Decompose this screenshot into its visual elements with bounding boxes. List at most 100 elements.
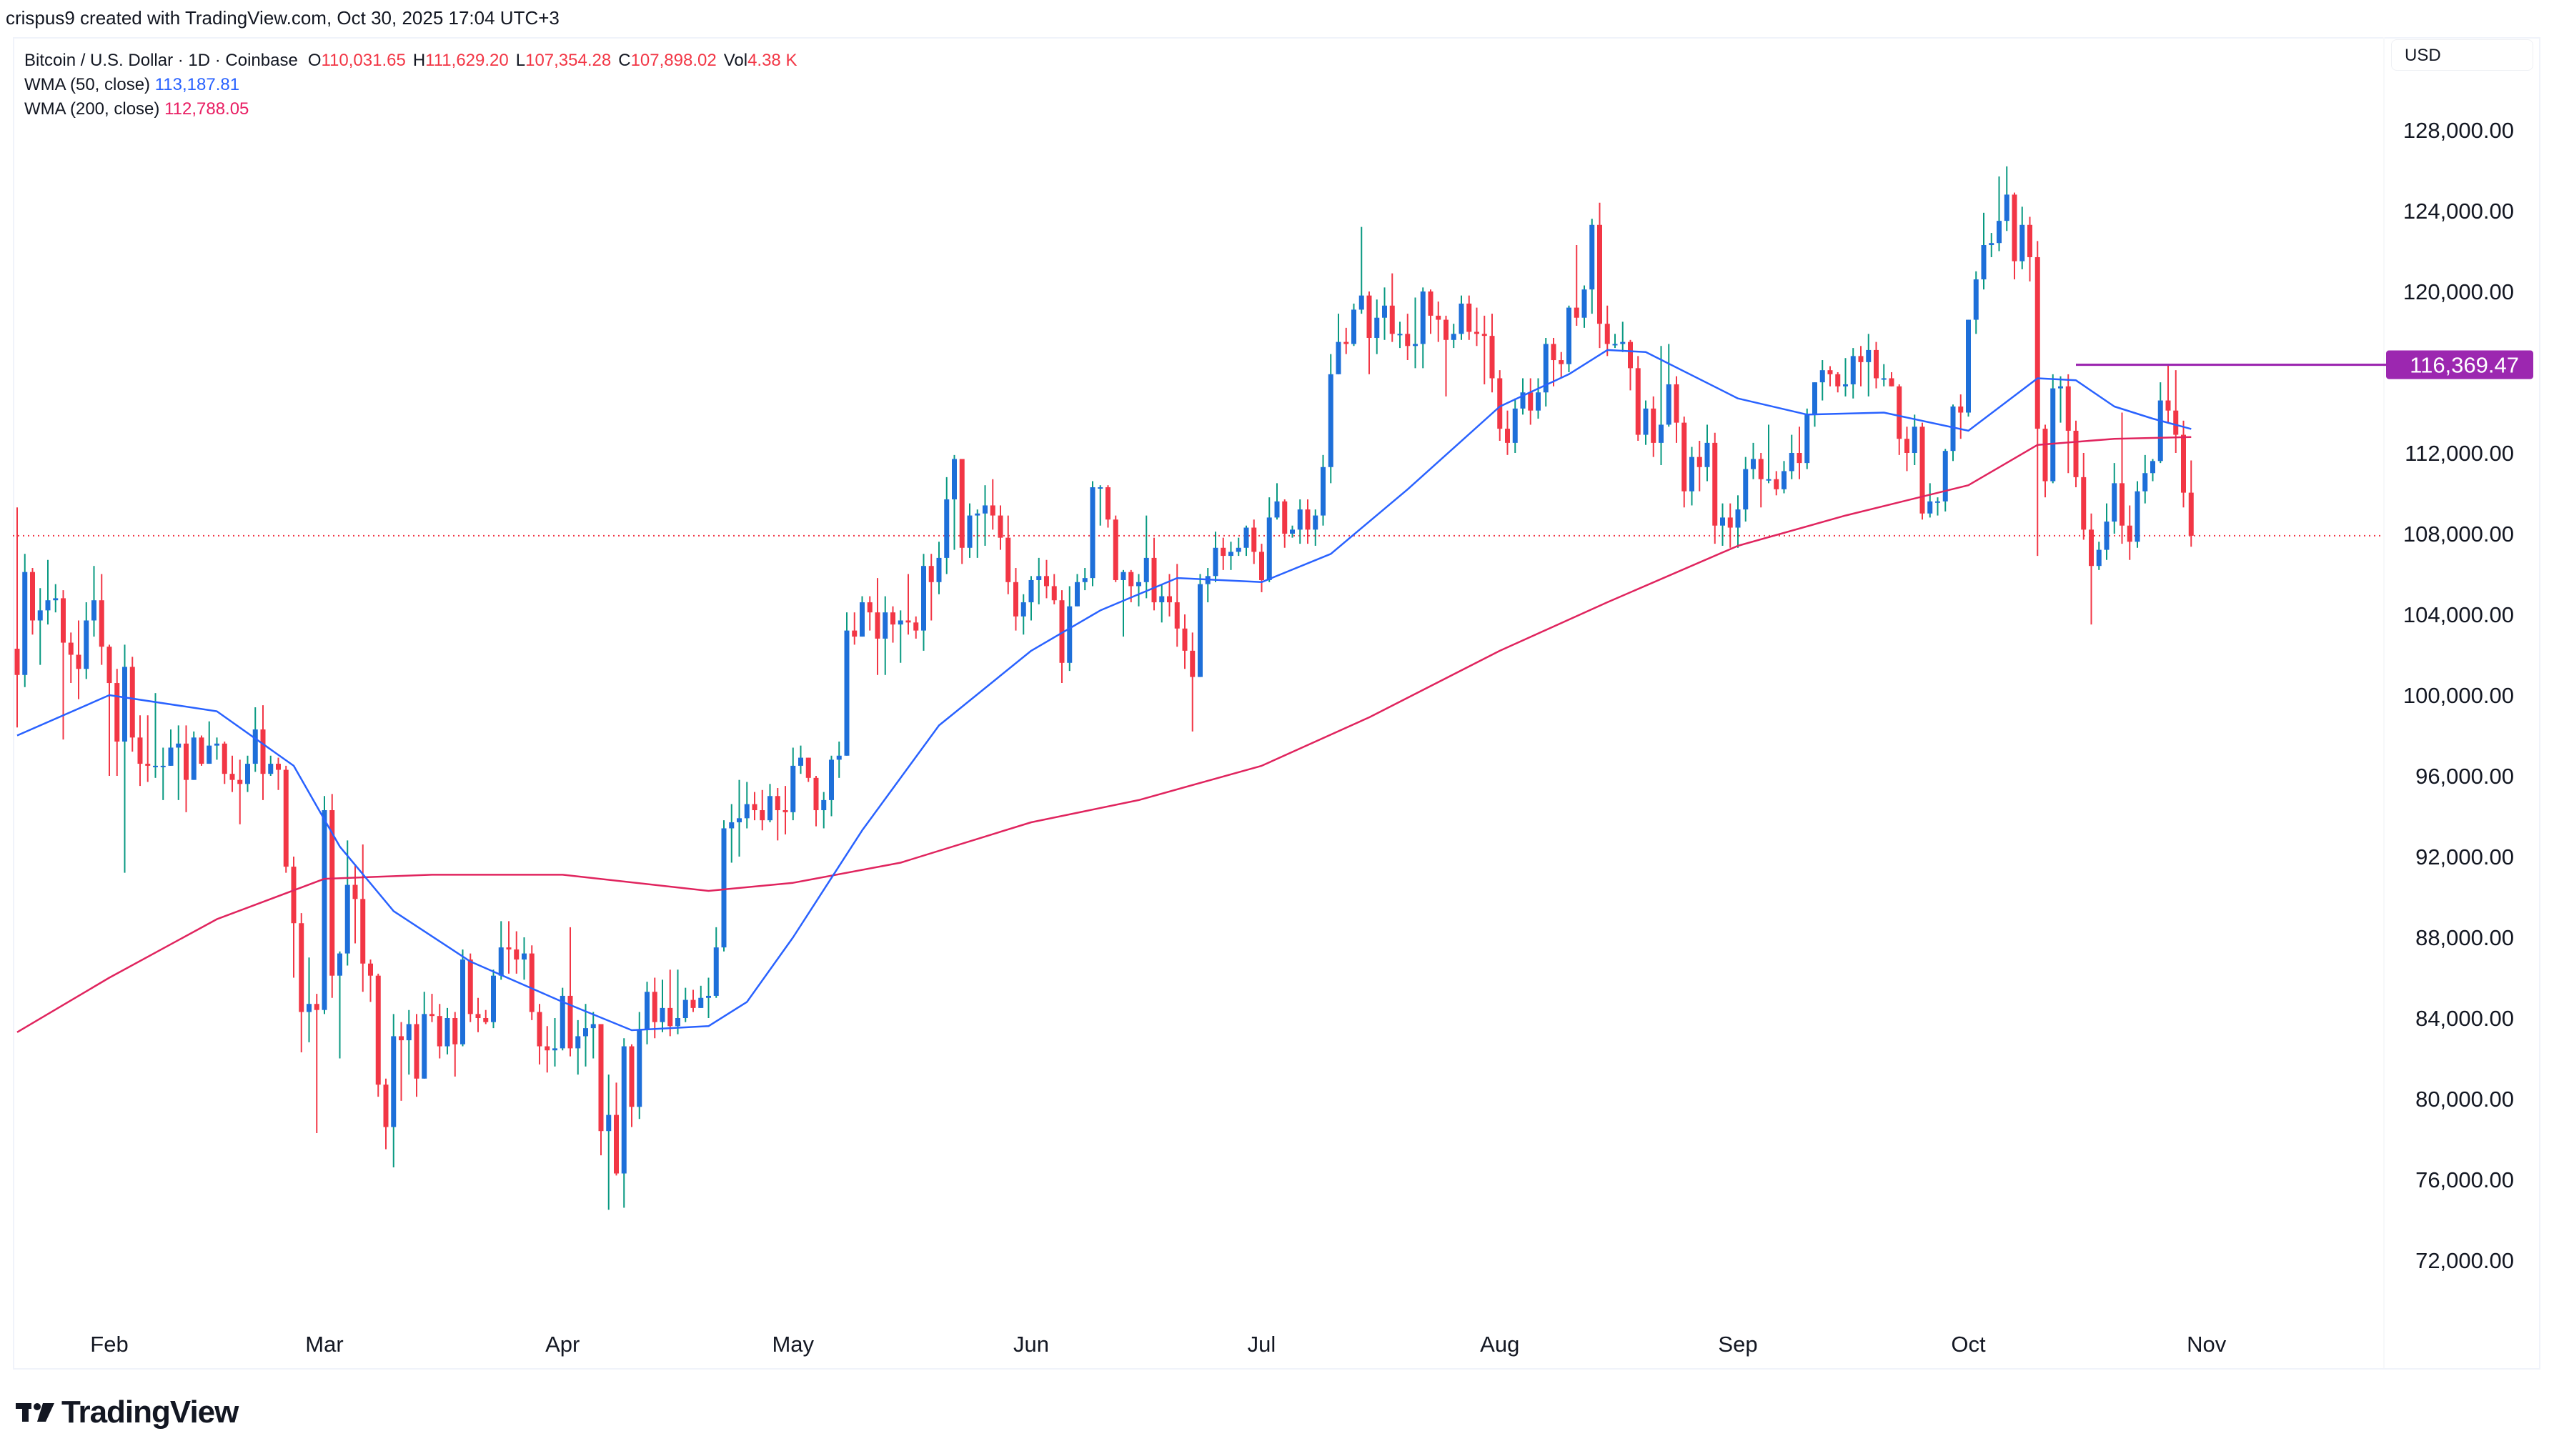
candle-up [590,1024,596,1029]
candle-down [437,1016,442,1047]
candle-up [1704,442,1710,467]
candle-down [106,647,112,684]
candle-down [690,999,696,1008]
candle-down [2120,483,2125,526]
candle-down [414,1024,419,1079]
candle-up [2104,522,2110,550]
legend-wma200-row[interactable]: WMA (200, close) 112,788.05 [24,97,797,121]
candle-up [1581,289,1587,318]
candle-down [529,953,535,1012]
candle-down [1528,392,1534,411]
candle-down [1044,576,1049,587]
candle-up [721,828,727,948]
candle-down [813,777,819,811]
candle-up [1413,344,1418,346]
candle-down [1874,349,1879,379]
candle-up [1451,334,1456,340]
candle-up [1236,547,1241,552]
x-tick-label: May [772,1332,814,1357]
candle-down [2073,430,2079,477]
candle-up [1536,392,1541,411]
candle-down [475,1014,481,1018]
candle-up [422,1014,427,1079]
price-marker-label: 116,369.47 [2410,353,2519,378]
candle-up [1512,408,1518,443]
candle-down [1128,572,1134,587]
candle-up [821,799,827,811]
tradingview-logo[interactable]: TradingView [16,1395,239,1430]
candle-down [1727,517,1733,528]
candle-up [606,1115,612,1132]
y-tick-label: 104,000.00 [2403,602,2514,627]
high-label: H [412,51,426,70]
candle-down [291,867,297,924]
y-tick-label: 100,000.00 [2403,683,2514,708]
candle-up [1981,245,1987,280]
candle-down [1481,334,1487,336]
candle-down [959,459,965,548]
candle-up [1121,572,1126,580]
candle-down [375,975,381,1085]
candle-down [545,1046,550,1051]
x-tick-label: Nov [2187,1332,2227,1357]
candle-down [875,612,880,639]
candle-down [1474,331,1479,334]
candle-down [652,992,657,1022]
candle-down [1343,341,1349,344]
candle-down [184,743,189,780]
legend-wma50-row[interactable]: WMA (50, close) 113,187.81 [24,73,797,97]
candle-up [1989,243,1994,246]
candle-up [2058,386,2063,389]
price-axis-divider [2383,37,2385,1370]
candle-down [506,947,512,949]
candle-up [744,804,750,819]
candle-down [1681,422,1687,492]
candle-down [368,963,373,976]
candle-down [1405,334,1411,346]
candle-down [1497,378,1503,429]
candle-down [760,810,765,821]
currency-selector[interactable]: USD [2391,39,2533,71]
candle-up [1973,279,1979,320]
candle-up [1866,349,1872,362]
candle-down [483,1018,489,1022]
candle-down [1051,586,1057,601]
candle-down [1635,368,1641,435]
candle-down [99,600,104,647]
candle-down [399,1036,404,1041]
candle-up [1543,344,1549,393]
candle-down [452,1018,458,1044]
candle-up [952,459,957,499]
candle-up [698,997,704,1008]
candle-up [1358,295,1364,310]
candle-down [1005,537,1011,582]
candle-down [30,572,35,621]
candle-up [967,515,973,548]
candle-down [2127,525,2132,542]
candle-down [537,1012,542,1047]
candle-up [1804,414,1810,464]
candle-up [1397,334,1403,336]
candle-up [2142,473,2148,492]
y-tick-label: 124,000.00 [2403,199,2514,224]
candle-down [1897,386,1902,439]
candle-down [129,667,135,738]
candle-up [2019,224,2025,261]
candle-up [2157,400,2163,462]
candle-down [114,683,120,742]
candle-down [598,1024,604,1132]
y-tick-label: 120,000.00 [2403,279,2514,304]
wma50-value: 113,187.81 [154,75,240,94]
candle-down [76,654,81,669]
candle-down [2173,410,2179,435]
candle-up [660,1007,665,1022]
candle-up [1313,515,1318,530]
candle-down [998,515,1003,538]
candle-down [1013,582,1018,617]
candle-down [1597,224,1602,324]
candle-up [1927,501,1933,514]
y-tick-label: 76,000.00 [2415,1167,2514,1192]
